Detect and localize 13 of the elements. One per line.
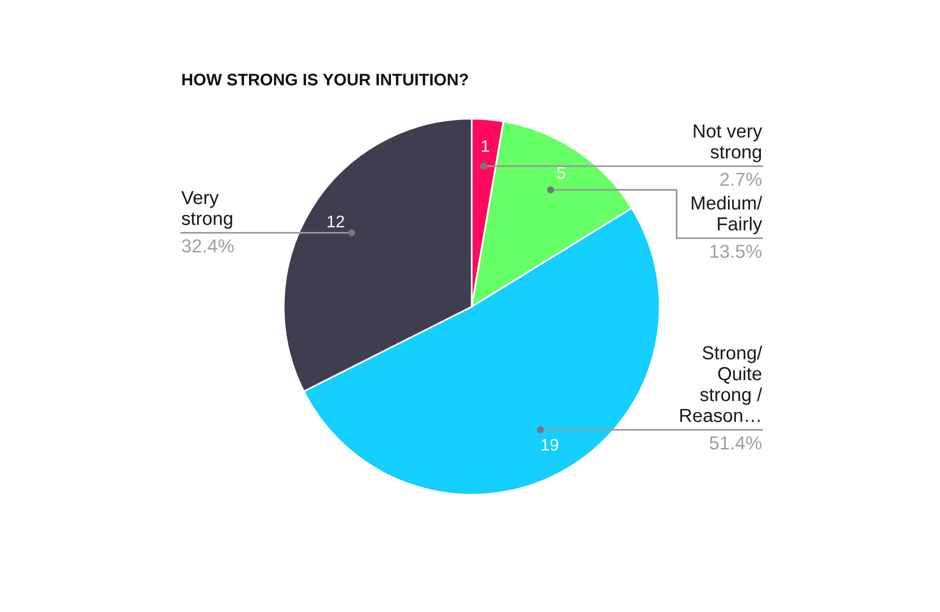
data-label: 19 (542, 438, 558, 451)
text: 2.7% (720, 172, 762, 186)
data-label: 5 (557, 167, 566, 179)
data-label: 12 (328, 216, 344, 228)
chart-title: HOW STRONG IS YOUR INTUITION? (182, 74, 468, 86)
slice-label: Not very strong (694, 124, 762, 162)
slice-label: Strong/ Quite strong / Reason… (680, 346, 762, 422)
text: 51.4% (710, 436, 762, 450)
data-label: 1 (482, 140, 490, 152)
slice-label: Medium/ Fairly (692, 196, 762, 234)
text: 13.5% (710, 244, 762, 258)
text: 32.4% (182, 239, 234, 253)
slice-label: Very strong (181, 191, 232, 229)
